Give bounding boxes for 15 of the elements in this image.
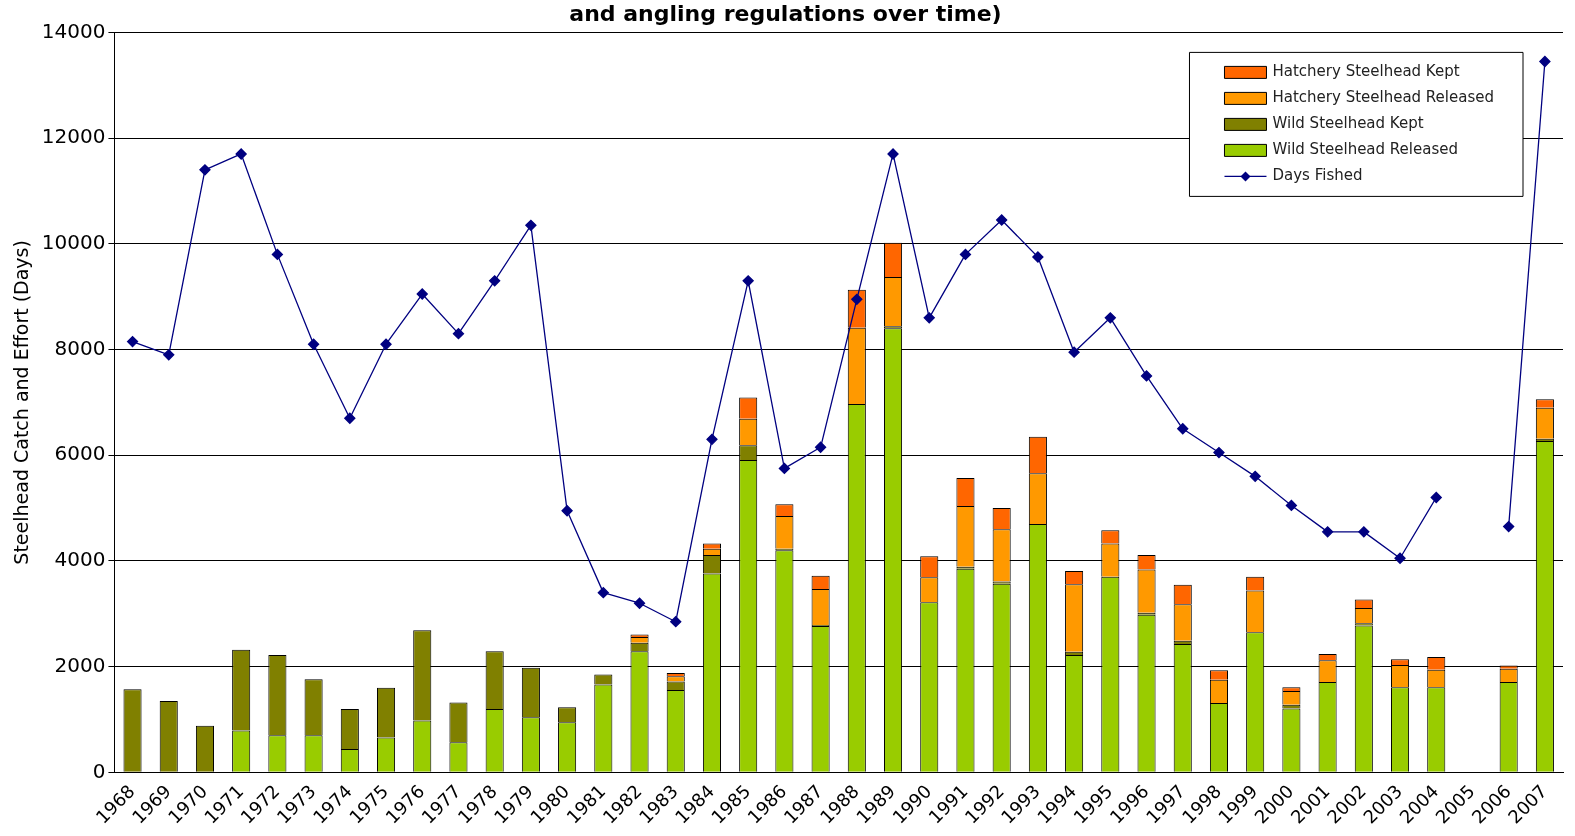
legend-label: Wild Steelhead Released xyxy=(1272,140,1458,159)
y-tick-label: 12000 xyxy=(41,124,106,149)
y-tick-label: 8000 xyxy=(54,335,106,360)
legend-label: Hatchery Steelhead Released xyxy=(1272,88,1495,107)
legend-label: Wild Steelhead Kept xyxy=(1272,114,1424,133)
y-tick-label: 10000 xyxy=(41,230,106,255)
chart-title: and angling regulations over time) xyxy=(569,0,1002,26)
y-tick-label: 4000 xyxy=(54,547,106,572)
y-tick-label: 6000 xyxy=(54,441,106,466)
y-axis-title: Steelhead Catch and Effort (Days) xyxy=(10,240,33,565)
y-tick-label: 14000 xyxy=(41,18,106,43)
legend-label: Days Fished xyxy=(1272,166,1363,185)
legend-label: Hatchery Steelhead Kept xyxy=(1272,62,1460,81)
y-tick-label: 2000 xyxy=(54,652,106,677)
y-tick-label: 0 xyxy=(92,758,106,783)
